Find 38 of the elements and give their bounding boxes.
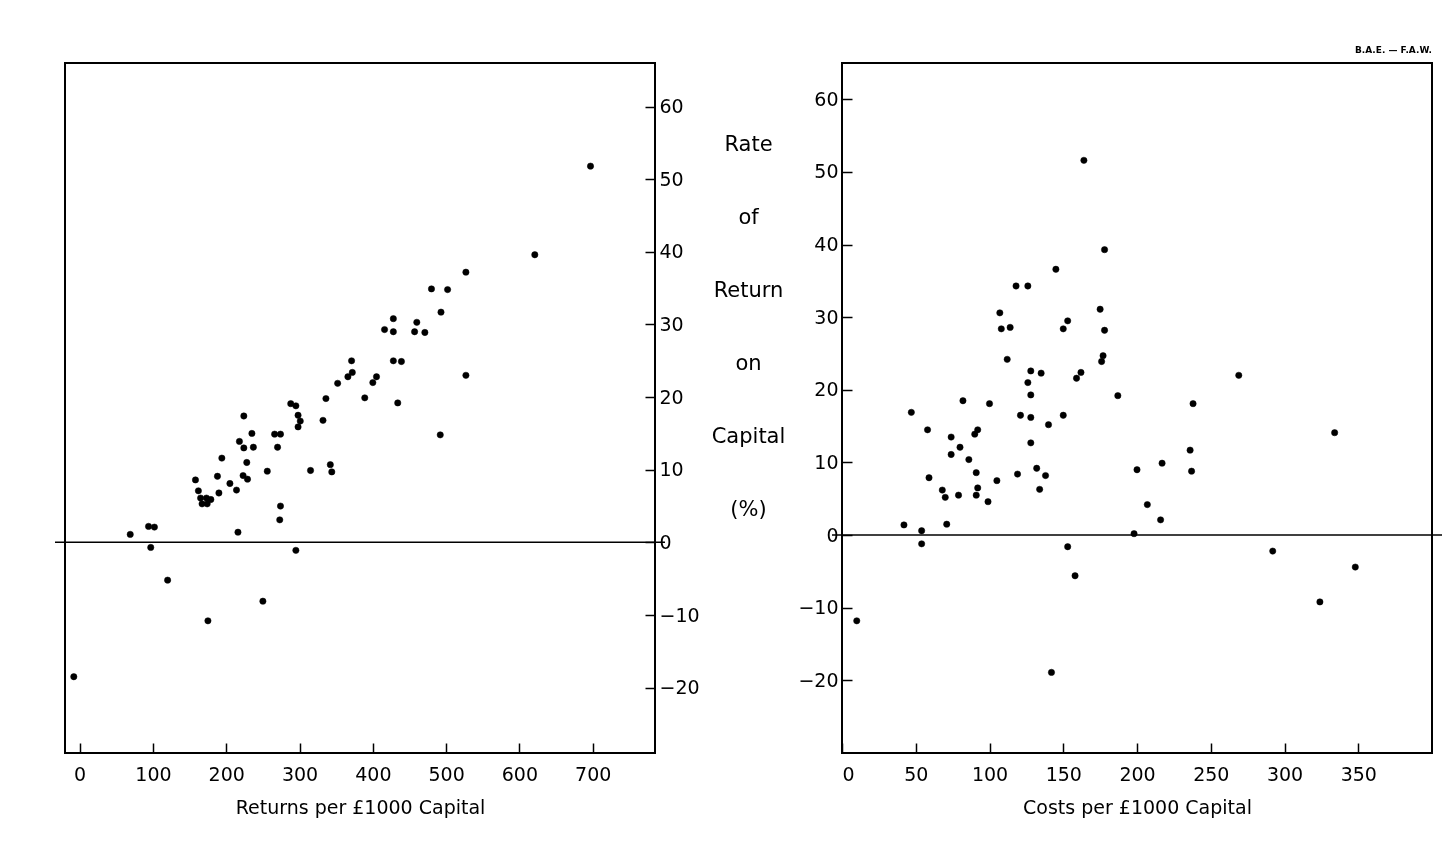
x-tick-label: 100	[971, 762, 1009, 785]
y-tick-label: −20	[798, 668, 839, 691]
x-tick-label: 0	[842, 762, 855, 785]
x-tick-label: 250	[1193, 762, 1230, 785]
x-tick-label: 500	[428, 762, 465, 785]
x-tick-label: 50	[904, 762, 929, 785]
y-tick-label: −10	[798, 596, 839, 619]
y-tick-label: 50	[659, 167, 684, 190]
y-tick-label: 30	[659, 312, 684, 335]
y-tick-label: 50	[814, 160, 839, 183]
text: Rate of Return on Capital (%)	[711, 131, 786, 521]
x-tick-label: 700	[575, 762, 612, 785]
y-tick-label: 0	[659, 530, 672, 553]
x-tick-label: 200	[1119, 762, 1156, 785]
x-tick-label: 350	[1340, 762, 1377, 785]
x-tick-label: 300	[281, 762, 319, 785]
y-tick-label: −20	[659, 676, 700, 699]
x-axis-title: Returns per £1000 Capital	[235, 795, 486, 818]
x-axis-title: Costs per £1000 Capital	[1023, 795, 1252, 818]
x-tick-label: 100	[135, 762, 172, 785]
x-tick-label: 0	[74, 762, 87, 785]
y-tick-label: −10	[659, 603, 700, 626]
x-tick-label: 600	[501, 762, 539, 785]
y-tick-label: 60	[659, 95, 684, 118]
y-tick-label: 30	[814, 305, 839, 328]
x-tick-label: 300	[1266, 762, 1304, 785]
y-tick-label: 60	[814, 87, 839, 110]
x-tick-label: 200	[208, 762, 245, 785]
y-tick-label: 10	[659, 458, 684, 481]
y-tick-label: 20	[814, 378, 839, 401]
text: B.A.E. — F.A.W.	[1354, 45, 1432, 55]
y-tick-label: 20	[659, 385, 684, 408]
y-tick-label: 0	[826, 523, 839, 546]
x-tick-label: 150	[1045, 762, 1082, 785]
y-tick-label: 10	[814, 450, 839, 473]
y-tick-label: 40	[814, 233, 839, 256]
x-tick-label: 400	[355, 762, 392, 785]
y-tick-label: 40	[659, 240, 684, 263]
